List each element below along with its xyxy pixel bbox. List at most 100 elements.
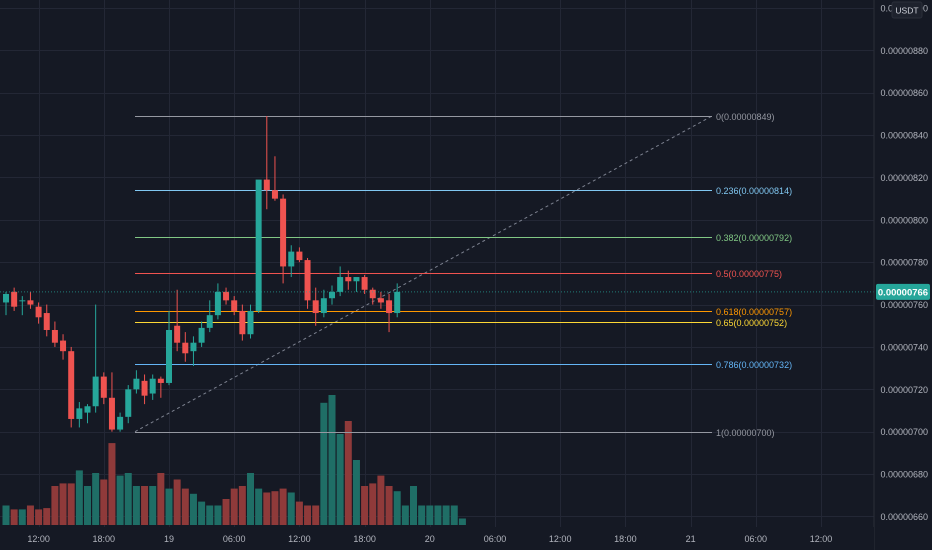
volume-bar <box>247 473 254 525</box>
candle-body[interactable] <box>166 329 172 383</box>
volume-bar <box>35 509 43 525</box>
price-tick-label: 0.00000780 <box>880 258 928 268</box>
price-tick-label: 0.00000840 <box>880 131 928 141</box>
volume-bar <box>149 486 157 525</box>
candle-body[interactable] <box>125 389 132 417</box>
candles[interactable] <box>3 116 401 432</box>
volume-bar <box>141 486 149 525</box>
candle-body[interactable] <box>304 260 311 301</box>
candle-body[interactable] <box>92 376 99 407</box>
volume-bar <box>157 473 165 525</box>
candle-body[interactable] <box>320 298 327 314</box>
currency-badge[interactable]: USDT <box>891 1 923 19</box>
candle-body[interactable] <box>288 251 295 267</box>
candle-body[interactable] <box>141 380 148 396</box>
candle-body[interactable] <box>394 291 401 314</box>
candle-body[interactable] <box>84 406 91 413</box>
volume-bar <box>230 488 238 525</box>
price-tick-label: 0.00000740 <box>880 342 928 352</box>
candle-body[interactable] <box>117 416 124 430</box>
candle-body[interactable] <box>182 342 189 354</box>
candle-body[interactable] <box>190 342 197 352</box>
candle-body[interactable] <box>271 190 278 199</box>
currency-badge-box <box>891 1 923 19</box>
candle-body[interactable] <box>329 291 335 299</box>
candle-body[interactable] <box>43 313 50 330</box>
time-axis-background <box>0 527 874 550</box>
candle-body[interactable] <box>174 325 181 343</box>
candle-body[interactable] <box>108 397 115 430</box>
candle-body[interactable] <box>3 293 9 303</box>
candle-body[interactable] <box>345 277 352 282</box>
volume-bar <box>181 488 189 525</box>
candle-body[interactable] <box>386 300 393 314</box>
price-tick-label: 0.00000760 <box>880 300 928 310</box>
price-tick-label: 0.00000700 <box>880 427 928 437</box>
candle-body[interactable] <box>263 179 270 191</box>
candle-body[interactable] <box>247 310 254 335</box>
volume-bar <box>426 505 434 525</box>
fib-trend-line[interactable] <box>134 115 713 433</box>
candle-body[interactable] <box>51 329 58 343</box>
candle-body[interactable] <box>11 291 18 307</box>
price-tick-label: 0.00000800 <box>880 215 928 225</box>
price-tick-label: 0.00000720 <box>880 385 928 395</box>
fib-level-label: 0.5(0.00000775) <box>716 269 782 279</box>
volume-bar <box>100 479 108 525</box>
volume-bar <box>458 518 466 525</box>
volume-bar <box>67 483 75 525</box>
volume-bar <box>92 473 100 525</box>
candle-body[interactable] <box>198 327 205 343</box>
volume-bar <box>369 483 377 525</box>
fib-level-label: 0.382(0.00000792) <box>716 233 792 243</box>
time-tick-label: 12:00 <box>288 534 311 544</box>
volume-bar <box>401 505 409 525</box>
volume-bar <box>352 460 360 525</box>
volume-bar <box>410 486 417 525</box>
candle-body[interactable] <box>361 277 368 290</box>
candle-body[interactable] <box>255 179 262 311</box>
candle-body[interactable] <box>369 289 376 299</box>
candle-body[interactable] <box>157 378 164 383</box>
volume-bar <box>328 395 336 525</box>
candle-body[interactable] <box>214 291 221 316</box>
candle-body[interactable] <box>223 291 230 301</box>
current-price-badge-box <box>876 283 930 300</box>
volume-bar <box>434 505 442 525</box>
candle-body[interactable] <box>133 378 140 390</box>
volume-bar <box>198 501 206 525</box>
time-axis[interactable]: 12:00 18:00 19 06:00 12:00 18:00 20 06:00 12:00 1… <box>27 534 832 544</box>
candle-body[interactable] <box>231 300 238 311</box>
candle-body[interactable] <box>337 277 344 292</box>
candle-body[interactable] <box>377 298 384 303</box>
candle-body[interactable] <box>76 408 83 419</box>
current-price-badge[interactable]: 0.00000766 <box>876 283 930 300</box>
volume-bars <box>2 395 466 525</box>
volume-bar <box>75 470 83 525</box>
candle-body[interactable] <box>149 378 156 394</box>
volume-bar <box>43 508 51 525</box>
volume-bar <box>255 488 263 525</box>
volume-bar <box>84 486 91 525</box>
fib-retracement-levels[interactable]: 0(0.00000849) 0.236(0.00000814) 0.382(0.00… <box>135 112 792 438</box>
volume-bar <box>2 505 10 525</box>
fib-level-label: 0.786(0.00000732) <box>716 360 792 370</box>
candle-body[interactable] <box>100 376 107 398</box>
volume-bar <box>393 491 401 525</box>
candle-body[interactable] <box>239 310 246 335</box>
candle-body[interactable] <box>27 300 34 305</box>
candle-body[interactable] <box>312 300 319 314</box>
candle-body[interactable] <box>353 277 360 282</box>
grid-lines <box>0 0 874 527</box>
candle-body[interactable] <box>206 315 213 328</box>
time-tick-label: 18:00 <box>353 534 376 544</box>
candle-body[interactable] <box>60 340 67 352</box>
price-tick-label: 0.00000860 <box>880 88 928 98</box>
candle-body[interactable] <box>280 198 287 267</box>
candle-body[interactable] <box>68 351 75 419</box>
candle-body[interactable] <box>35 306 42 318</box>
candle-body[interactable] <box>296 251 303 261</box>
trend-line-dashed[interactable] <box>134 115 713 433</box>
candle-body[interactable] <box>19 300 26 302</box>
